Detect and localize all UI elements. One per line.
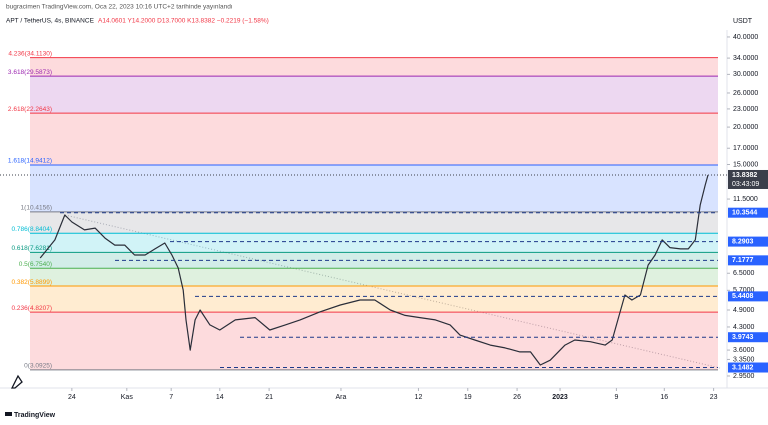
fib-label: 0.618(7.6281) <box>12 245 52 252</box>
price-box-label: 3.9743 <box>732 334 754 341</box>
price-box <box>728 207 768 218</box>
y-tick-label: 40.0000 <box>733 34 758 41</box>
price-box <box>728 291 768 302</box>
y-tick-label: 17.0000 <box>733 145 758 152</box>
y-tick-label: 3.3500 <box>733 356 755 363</box>
price-box-label: 3.1482 <box>732 364 754 371</box>
last-price-label: 13.8382 <box>732 172 757 179</box>
y-tick-label: 34.0000 <box>733 55 758 62</box>
axis-unit: USDT <box>733 18 753 25</box>
price-box-label: 7.1777 <box>732 257 754 264</box>
price-box-label: 8.2903 <box>732 238 754 245</box>
x-tick-label: 12 <box>415 394 423 401</box>
y-tick-label: 3.6000 <box>733 347 755 354</box>
price-box <box>728 255 768 266</box>
y-tick-label: 2.9500 <box>733 373 755 380</box>
price-box-label: 5.4408 <box>732 293 754 300</box>
y-tick-label: 11.5000 <box>733 196 758 203</box>
price-box <box>728 236 768 247</box>
y-tick-label: 23.0000 <box>733 106 758 113</box>
y-tick-label: 26.0000 <box>733 90 758 97</box>
y-tick-label: 15.0000 <box>733 161 758 168</box>
fib-label: 0.236(4.8207) <box>12 305 52 312</box>
x-tick-label: 2023 <box>552 394 568 401</box>
x-tick-label: 21 <box>265 394 273 401</box>
countdown: 03:43:09 <box>732 181 759 188</box>
fib-band <box>30 57 718 77</box>
symbol: APT / TetherUS, 4s, BINANCE <box>6 18 95 25</box>
logo <box>5 412 12 416</box>
x-tick-label: 9 <box>614 394 618 401</box>
price-box <box>728 362 768 373</box>
x-tick-label: Ara <box>336 394 347 401</box>
fib-band <box>30 76 718 114</box>
y-tick-label: 30.0000 <box>733 71 758 78</box>
fib-band <box>30 233 718 253</box>
x-tick-label: 7 <box>169 394 173 401</box>
fib-label: 0.786(8.8404) <box>12 226 52 233</box>
fib-label: 0(3.0925) <box>24 363 52 370</box>
x-tick-label: 23 <box>710 394 718 401</box>
x-tick-label: 24 <box>68 394 76 401</box>
x-tick-label: 19 <box>464 394 472 401</box>
fib-label: 0.382(5.8899) <box>12 279 52 286</box>
fib-label: 1(10.4156) <box>21 205 52 212</box>
y-tick-label: 6.5000 <box>733 270 755 277</box>
fib-band <box>30 211 718 234</box>
x-tick-label: 16 <box>660 394 668 401</box>
fib-label: 0.5(6.7540) <box>19 261 52 268</box>
footer: TradingView <box>14 412 56 419</box>
fib-band <box>30 286 718 313</box>
last-price-box <box>728 169 768 189</box>
trend-line <box>64 214 721 369</box>
fib-label: 4.236(34.1130) <box>8 50 52 57</box>
fib-band <box>30 312 718 370</box>
x-tick-label: 26 <box>513 394 521 401</box>
y-tick-label: 5.7000 <box>733 287 755 294</box>
y-tick-label: 20.0000 <box>733 124 758 131</box>
ohlc: A14.0601 Y14.2000 D13.7000 K13.8382 −0.2… <box>98 18 269 25</box>
y-tick-label: 4.9000 <box>733 307 755 314</box>
fib-band <box>30 268 718 287</box>
y-tick-label: 4.3000 <box>733 324 755 331</box>
price-box <box>728 332 768 343</box>
x-tick-label: Kas <box>121 394 134 401</box>
fib-band <box>30 165 718 212</box>
x-tick-label: 14 <box>216 394 224 401</box>
fib-label: 1.618(14.9412) <box>8 158 52 165</box>
publisher: bugracimen TradingView.com, Oca 22, 2023… <box>6 4 233 11</box>
tool-icon <box>10 374 23 389</box>
fib-label: 3.618(29.5873) <box>8 69 52 76</box>
price-box-label: 10.3544 <box>732 210 757 217</box>
fib-band <box>30 113 718 166</box>
fib-label: 2.618(22.2643) <box>8 106 52 113</box>
